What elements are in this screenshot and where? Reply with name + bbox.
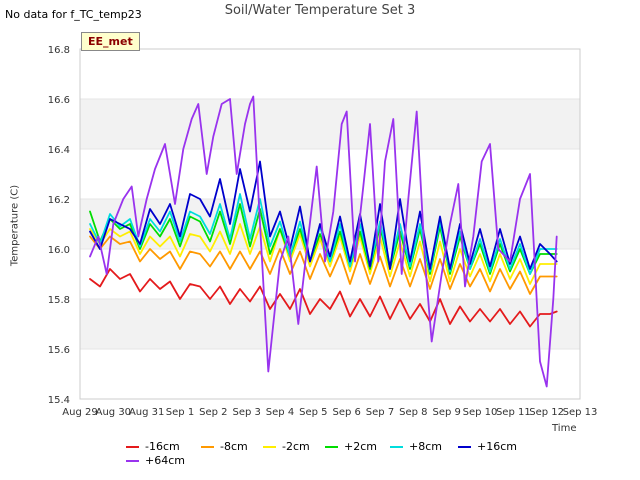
legend-label: -16cm <box>145 440 180 453</box>
x-tick-label: Sep 6 <box>332 407 360 418</box>
x-tick-label: Aug 31 <box>129 407 164 418</box>
series-line-8cm <box>89 193 558 275</box>
legend-swatch <box>458 446 471 448</box>
x-tick-label: Sep 8 <box>399 407 427 418</box>
y-tick-labels: 15.4 15.6 15.8 16.0 16.2 16.4 16.6 16.8 <box>48 45 70 406</box>
legend-item-16cm-pos: +16cm <box>458 440 517 453</box>
legend-item-8cm-neg: -8cm <box>201 440 248 453</box>
x-axis-label: Time <box>552 423 577 434</box>
y-tick-label: 16.6 <box>48 95 70 106</box>
legend-label: +16cm <box>477 440 517 453</box>
legend-label: +64cm <box>145 454 185 467</box>
x-tick-label: Sep 12 <box>529 407 564 418</box>
series-line-64cm <box>89 95 558 388</box>
y-tick-label: 16.2 <box>48 195 70 206</box>
top-left-note: No data for f_TC_temp23 <box>5 8 142 21</box>
series-line-16cm <box>89 268 558 328</box>
legend-swatch <box>126 460 139 462</box>
plot-frame <box>79 48 581 400</box>
legend-label: +8cm <box>409 440 442 453</box>
y-axis-label: Temperature (C) <box>9 184 21 267</box>
y-tick-label: 16.4 <box>48 145 70 156</box>
legend-label: -2cm <box>282 440 310 453</box>
legend-swatch <box>263 446 276 448</box>
legend-label: -8cm <box>220 440 248 453</box>
x-tick-label: Sep 9 <box>432 407 460 418</box>
series-line-8cm <box>89 235 558 295</box>
legend-item-2cm-neg: -2cm <box>263 440 310 453</box>
legend-item-64cm-pos: +64cm <box>126 454 185 467</box>
series-lines <box>89 95 558 388</box>
y-tick-label: 16.8 <box>48 45 70 56</box>
y-tick-label: 15.4 <box>48 395 70 406</box>
x-tick-label: Aug 29 <box>62 407 97 418</box>
x-tick-label: Aug 30 <box>96 407 131 418</box>
x-tick-label: Sep 4 <box>266 407 294 418</box>
x-tick-label: Sep 11 <box>496 407 531 418</box>
chart-title: Soil/Water Temperature Set 3 <box>224 3 416 18</box>
x-tick-label: Sep 10 <box>463 407 498 418</box>
legend-item-16cm-neg: -16cm <box>126 440 180 453</box>
y-tick-label: 15.6 <box>48 345 70 356</box>
station-badge: EE_met <box>81 32 140 51</box>
legend-swatch <box>126 446 139 448</box>
legend-label: +2cm <box>344 440 377 453</box>
x-tick-label: Sep 3 <box>232 407 260 418</box>
series-line-16cm <box>89 160 558 270</box>
legend-item-2cm-pos: +2cm <box>325 440 377 453</box>
legend-swatch <box>390 446 403 448</box>
y-tick-label: 15.8 <box>48 295 70 306</box>
y-tick-label: 16.0 <box>48 245 70 256</box>
plot-band <box>80 299 580 349</box>
x-tick-label: Sep 1 <box>166 407 194 418</box>
x-tick-label: Sep 7 <box>366 407 394 418</box>
x-tick-label: Sep 5 <box>299 407 327 418</box>
plot-band <box>80 99 580 149</box>
legend-item-8cm-pos: +8cm <box>390 440 442 453</box>
legend-swatch <box>325 446 338 448</box>
x-tick-label: Sep 2 <box>199 407 227 418</box>
series-line-2cm <box>89 203 558 275</box>
legend-swatch <box>201 446 214 448</box>
x-tick-label: Sep 13 <box>563 407 598 418</box>
